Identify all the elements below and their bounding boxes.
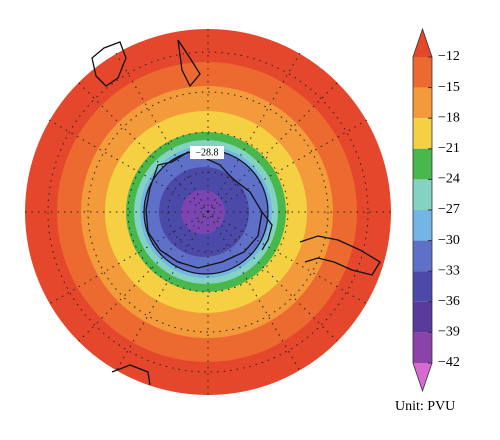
colorbar-tick-label: −39 <box>438 325 460 340</box>
colorbar-tick-label: −12 <box>438 49 460 64</box>
colorbar-segment <box>413 240 432 272</box>
colorbar-segment <box>413 271 432 302</box>
colorbar-segment <box>413 179 432 210</box>
colorbar-tick-label: −36 <box>438 294 460 309</box>
map: −28.8 <box>25 29 391 395</box>
unit-label: Unit: PVU <box>395 399 455 414</box>
graticule <box>25 29 391 395</box>
colorbar-tick-label: −15 <box>438 80 460 95</box>
colorbar-tick-label: −27 <box>438 202 460 217</box>
colorbar-tick-label: −18 <box>438 110 460 125</box>
contour-label: −28.8 <box>195 147 218 158</box>
colorbar-segment <box>413 118 432 149</box>
coastline <box>91 39 381 386</box>
colorbar-segment <box>413 210 432 241</box>
colorbar: −12 −15 −18 −21 −24 −27 −30 −33 −36 −39 −42 <box>412 27 460 393</box>
colorbar-segment <box>413 301 432 333</box>
colorbar-segment <box>413 57 432 88</box>
colorbar-tick-label: −42 <box>438 355 460 370</box>
colorbar-tick-label: −30 <box>438 233 460 248</box>
contour-label-box <box>190 146 224 159</box>
colorbar-extend <box>413 29 432 57</box>
colorbar-segment <box>413 332 432 363</box>
colorbar-extend <box>413 363 432 391</box>
colorbar-tick-label: −33 <box>438 263 460 278</box>
colorbar-segment <box>413 87 432 119</box>
colorbar-tick-label: −24 <box>438 172 460 187</box>
colorbar-tick-label: −21 <box>438 141 460 156</box>
colorbar-segment <box>413 148 432 180</box>
